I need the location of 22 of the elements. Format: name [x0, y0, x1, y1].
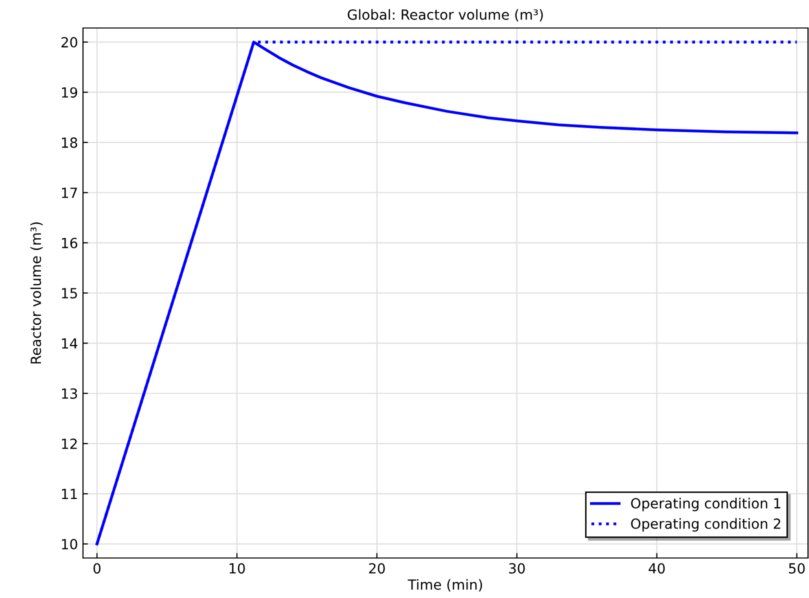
x-tick-label: 40	[648, 563, 665, 574]
legend-label: Operating condition 2	[631, 518, 780, 532]
x-tick-label: 0	[93, 563, 100, 574]
y-axis-title: Reactor volume (m³)	[30, 222, 43, 364]
y-tick-label: 15	[62, 288, 77, 298]
y-tick-label: 17	[62, 188, 77, 198]
y-tick-label: 10	[62, 538, 78, 550]
chart-title: Global: Reactor volume (m³)	[348, 9, 543, 22]
x-tick-label: 50	[789, 563, 805, 574]
y-tick-label: 12	[62, 438, 77, 449]
x-axis-title: Time (min)	[408, 579, 482, 592]
y-tick-label: 14	[62, 338, 78, 348]
y-tick-label: 13	[62, 388, 78, 399]
x-tick-label: 10	[230, 563, 245, 574]
x-tick-label: 20	[369, 563, 385, 574]
legend-label: Operating condition 1	[631, 498, 780, 512]
y-tick-label: 18	[62, 137, 78, 148]
y-tick-label: 16	[62, 238, 78, 248]
x-tick-label: 30	[509, 563, 525, 574]
y-tick-label: 19	[62, 87, 78, 98]
y-tick-label: 20	[61, 37, 78, 48]
y-tick-label: 11	[62, 488, 77, 500]
